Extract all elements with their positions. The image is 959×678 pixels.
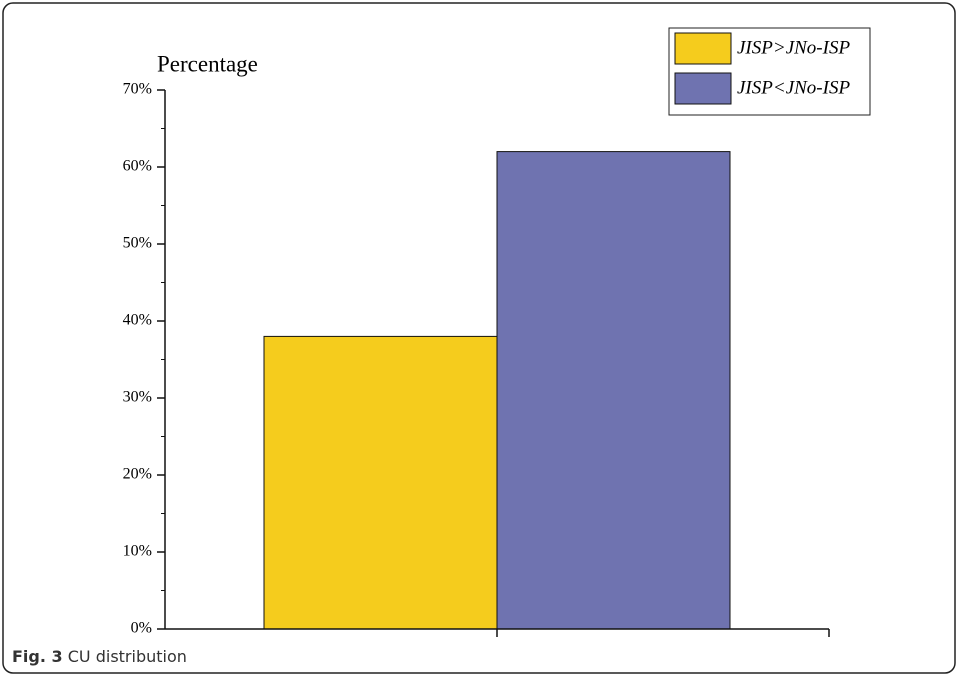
y-tick-label: 40% <box>123 312 152 329</box>
legend-swatch <box>674 32 732 65</box>
caption-label: Fig. 3 <box>12 647 63 666</box>
y-tick-label: 30% <box>123 389 152 406</box>
y-axis-title: Percentage <box>157 51 258 76</box>
bar <box>263 335 498 630</box>
y-tick-label: 70% <box>123 81 152 98</box>
caption-text: CU distribution <box>68 647 187 666</box>
legend-swatch <box>674 72 732 105</box>
legend-label: JISP<JNo-ISP <box>737 77 850 98</box>
bar <box>496 151 731 630</box>
y-tick-label: 0% <box>131 620 152 637</box>
caption: Fig. 3 CU distribution <box>12 647 187 666</box>
legend-label: JISP>JNo-ISP <box>737 37 850 58</box>
y-tick-label: 50% <box>123 235 152 252</box>
y-tick-label: 60% <box>123 158 152 175</box>
y-tick-label: 10% <box>123 543 152 560</box>
y-tick-label: 20% <box>123 466 152 483</box>
